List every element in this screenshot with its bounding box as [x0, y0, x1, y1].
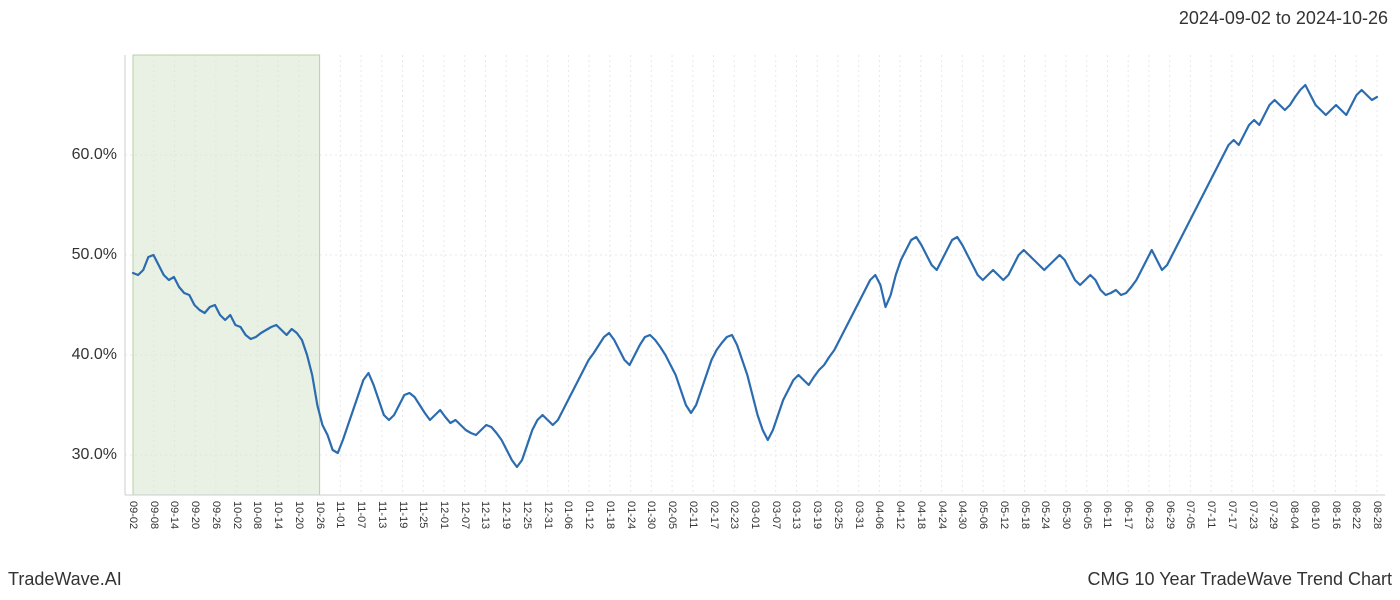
- x-tick-label: 03-13: [790, 501, 802, 529]
- x-tick-label: 11-01: [334, 501, 346, 528]
- plot-area: 30.0%40.0%50.0%60.0%09-0209-0809-1409-20…: [125, 55, 1385, 495]
- x-tick-label: 07-17: [1226, 501, 1238, 529]
- x-tick-label: 10-02: [231, 501, 243, 529]
- x-tick-label: 04-24: [936, 501, 948, 529]
- x-tick-label: 01-24: [625, 501, 637, 529]
- x-tick-label: 04-18: [915, 501, 927, 529]
- x-tick-label: 01-30: [645, 501, 657, 529]
- x-tick-label: 05-18: [1019, 501, 1031, 529]
- x-tick-label: 02-17: [708, 501, 720, 529]
- x-tick-label: 10-14: [272, 501, 284, 529]
- x-tick-label: 04-06: [873, 501, 885, 529]
- x-tick-label: 12-01: [438, 501, 450, 529]
- x-tick-label: 06-29: [1164, 501, 1176, 529]
- x-tick-label: 12-07: [459, 501, 471, 529]
- x-tick-label: 03-01: [749, 501, 761, 529]
- x-tick-label: 08-28: [1371, 501, 1383, 529]
- footer-brand: TradeWave.AI: [8, 569, 122, 590]
- x-tick-label: 11-13: [376, 501, 388, 528]
- x-tick-label: 10-26: [314, 501, 326, 529]
- x-tick-label: 05-12: [998, 501, 1010, 529]
- x-tick-label: 03-25: [832, 501, 844, 529]
- x-tick-label: 09-08: [148, 501, 160, 529]
- x-tick-label: 08-04: [1288, 501, 1300, 529]
- x-tick-label: 08-16: [1330, 501, 1342, 529]
- x-tick-label: 01-12: [583, 501, 595, 529]
- x-tick-label: 07-23: [1247, 501, 1259, 529]
- x-tick-label: 12-31: [542, 501, 554, 529]
- x-tick-label: 12-25: [521, 501, 533, 529]
- x-tick-label: 01-18: [604, 501, 616, 529]
- x-tick-label: 06-17: [1122, 501, 1134, 529]
- x-tick-label: 12-13: [479, 501, 491, 529]
- y-tick-label: 30.0%: [72, 446, 117, 464]
- x-tick-label: 10-08: [251, 501, 263, 529]
- x-tick-label: 07-29: [1267, 501, 1279, 529]
- line-chart-svg: [125, 55, 1385, 495]
- x-tick-label: 07-05: [1184, 501, 1196, 529]
- x-tick-label: 09-02: [127, 501, 139, 529]
- x-tick-label: 04-12: [894, 501, 906, 529]
- x-tick-label: 11-07: [355, 501, 367, 528]
- x-tick-label: 11-19: [397, 501, 409, 528]
- x-tick-label: 05-24: [1039, 501, 1051, 529]
- x-tick-label: 03-19: [811, 501, 823, 529]
- x-tick-label: 05-30: [1060, 501, 1072, 529]
- x-tick-label: 10-20: [293, 501, 305, 529]
- footer-chart-title: CMG 10 Year TradeWave Trend Chart: [1088, 569, 1392, 590]
- y-tick-label: 50.0%: [72, 246, 117, 264]
- x-tick-label: 03-07: [770, 501, 782, 529]
- x-tick-label: 07-11: [1205, 501, 1217, 528]
- x-tick-label: 02-23: [728, 501, 740, 529]
- x-tick-label: 09-20: [189, 501, 201, 529]
- y-tick-label: 40.0%: [72, 346, 117, 364]
- x-tick-label: 02-05: [666, 501, 678, 529]
- date-range-label: 2024-09-02 to 2024-10-26: [1179, 8, 1388, 29]
- chart-container: 30.0% 40.0% 50.0% 60.0% 09-02 09-08 09-14 09-20…: [0, 55, 1400, 555]
- x-tick-label: 06-23: [1143, 501, 1155, 529]
- x-tick-label: 02-11: [687, 501, 699, 528]
- x-tick-label: 08-22: [1350, 501, 1362, 529]
- x-tick-label: 08-10: [1309, 501, 1321, 529]
- x-tick-label: 09-26: [210, 501, 222, 529]
- x-tick-label: 06-11: [1101, 501, 1113, 528]
- x-tick-label: 06-05: [1081, 501, 1093, 529]
- y-tick-label: 60.0%: [72, 146, 117, 164]
- x-tick-label: 04-30: [956, 501, 968, 529]
- x-tick-label: 11-25: [417, 501, 429, 528]
- x-tick-label: 03-31: [853, 501, 865, 529]
- x-tick-label: 09-14: [168, 501, 180, 529]
- x-tick-label: 12-19: [500, 501, 512, 529]
- x-tick-label: 05-06: [977, 501, 989, 529]
- x-tick-label: 01-06: [562, 501, 574, 529]
